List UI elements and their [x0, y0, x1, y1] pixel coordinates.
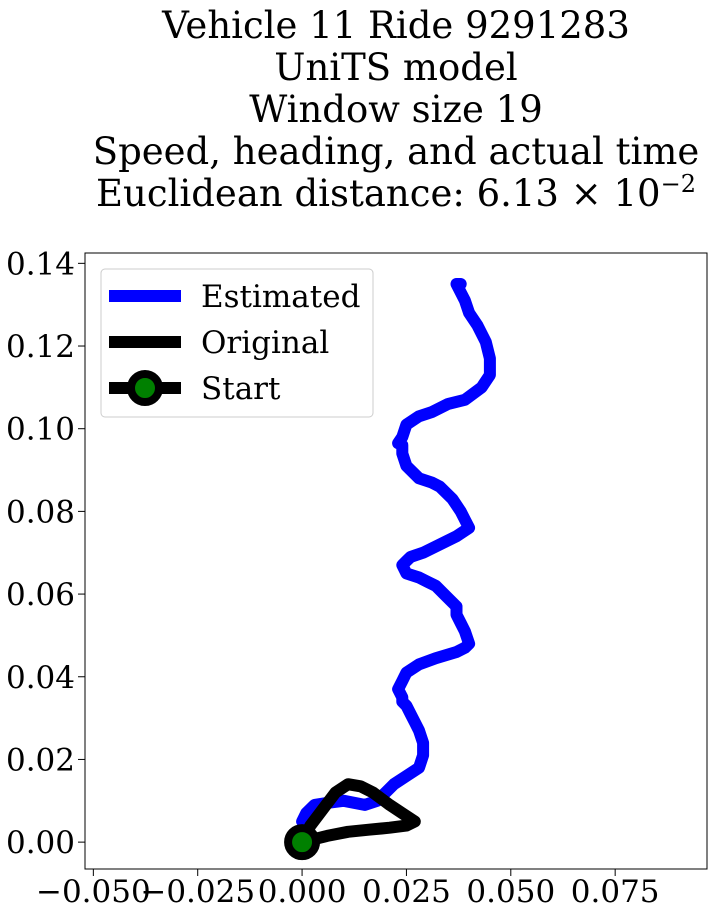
legend-box — [100, 268, 374, 418]
x-tick-label: 0.050 — [466, 874, 555, 910]
x-tick-label: 0.000 — [258, 874, 347, 910]
y-tick-label: 0.04 — [6, 660, 75, 696]
x-axis: −0.050−0.025 0.000 0.025 0.050 0.075 — [36, 869, 660, 910]
y-tick-label: 0.00 — [6, 825, 75, 861]
legend-label-original: Original — [201, 325, 329, 361]
y-tick-label: 0.12 — [6, 329, 75, 365]
title-exponent: −2 — [661, 170, 696, 198]
chart-title-line: Window size 19 — [249, 88, 543, 131]
y-tick-label: 0.08 — [6, 494, 75, 530]
y-tick-label: 0.02 — [6, 742, 75, 778]
series-group — [284, 278, 496, 861]
x-tick-label: −0.050 — [36, 874, 151, 910]
legend-marker-start — [127, 370, 163, 406]
legend-label-start: Start — [201, 371, 281, 407]
x-tick-label: −0.025 — [140, 874, 255, 910]
y-axis: 0.00 0.02 0.04 0.06 0.08 0.10 0.12 0.14 — [6, 246, 85, 861]
legend-label-estimated: Estimated — [201, 279, 360, 315]
y-tick-label: 0.10 — [6, 412, 75, 448]
x-tick-label: 0.025 — [362, 874, 451, 910]
chart-title-line: Vehicle 11 Ride 9291283 — [161, 4, 630, 47]
start-marker — [284, 824, 321, 861]
series-line-estimated — [296, 278, 496, 828]
series-line-original — [296, 778, 421, 849]
legend: Estimated Original Start — [100, 268, 374, 418]
y-tick-label: 0.06 — [6, 577, 75, 613]
chart-title-line: Euclidean distance: 6.13 × 10−2 — [96, 170, 696, 215]
chart-title-line: UniTS model — [274, 46, 517, 89]
plot-area-frame — [84, 252, 708, 870]
chart-title-line: Speed, heading, and actual time — [93, 130, 700, 173]
x-tick-label: 0.075 — [571, 874, 660, 910]
y-tick-label: 0.14 — [6, 246, 75, 282]
